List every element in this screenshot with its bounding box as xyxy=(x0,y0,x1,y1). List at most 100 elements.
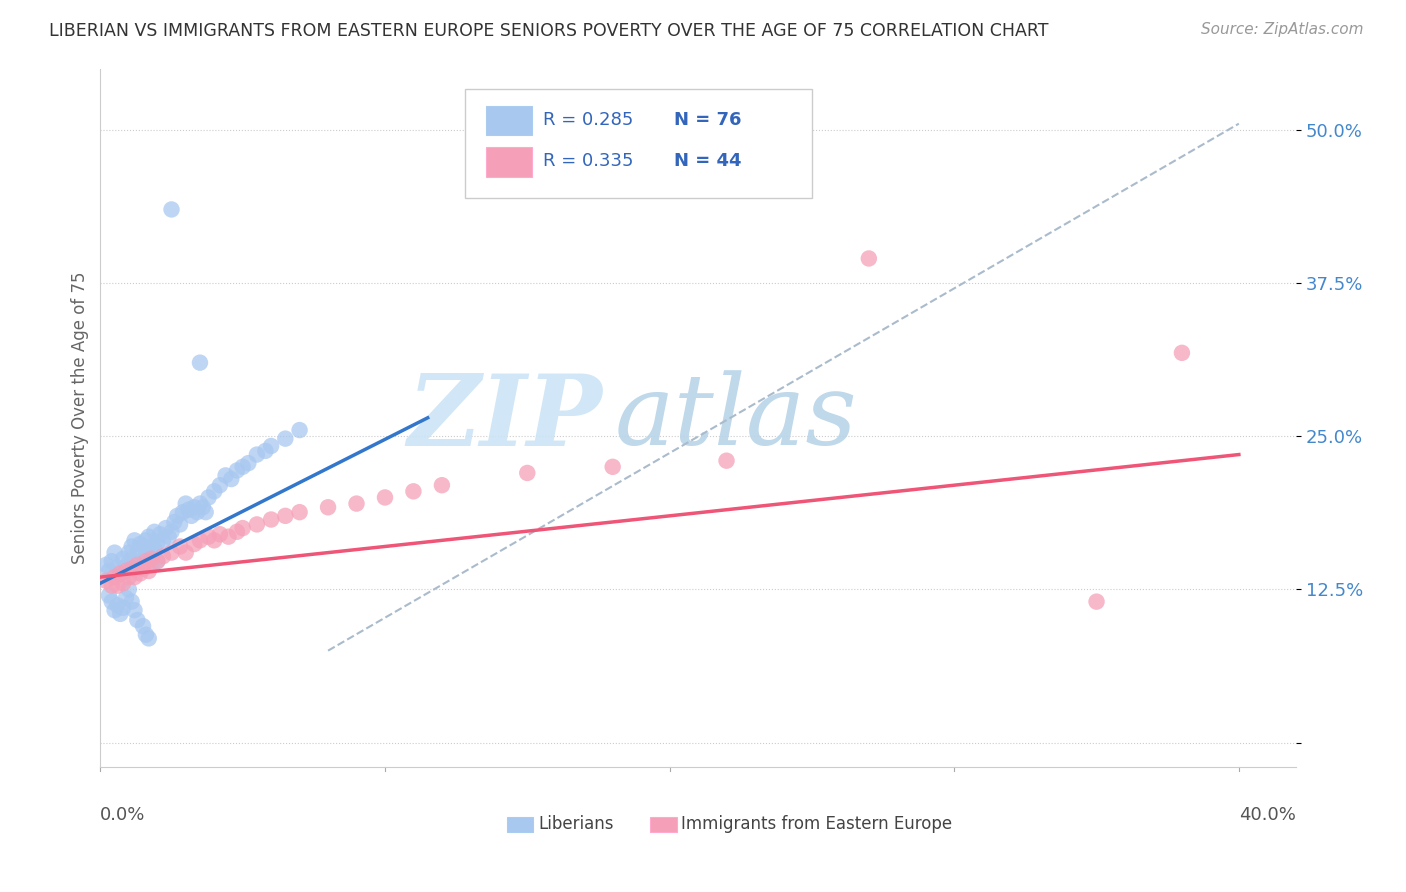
Point xyxy=(115,591,138,605)
Text: R = 0.285: R = 0.285 xyxy=(543,111,633,128)
Point xyxy=(288,423,311,437)
Point xyxy=(157,530,180,544)
Point xyxy=(124,570,146,584)
FancyBboxPatch shape xyxy=(465,89,811,198)
Point xyxy=(186,505,208,519)
Point xyxy=(217,530,239,544)
Point xyxy=(118,546,141,560)
Point xyxy=(166,508,188,523)
Point xyxy=(138,530,160,544)
Point xyxy=(129,566,152,581)
Point xyxy=(183,500,205,515)
Point xyxy=(107,579,129,593)
Point xyxy=(152,533,174,548)
Point xyxy=(127,558,149,572)
Point xyxy=(135,628,157,642)
Point xyxy=(208,527,231,541)
Point xyxy=(112,551,135,566)
Point xyxy=(124,603,146,617)
Point xyxy=(112,600,135,615)
Text: Immigrants from Eastern Europe: Immigrants from Eastern Europe xyxy=(682,815,952,833)
Point xyxy=(129,537,152,551)
Point xyxy=(402,484,425,499)
Point xyxy=(124,533,146,548)
Point xyxy=(127,558,149,572)
Text: 0.0%: 0.0% xyxy=(100,806,146,824)
Point xyxy=(238,456,260,470)
Point xyxy=(188,533,211,548)
Point xyxy=(374,491,396,505)
Point xyxy=(602,459,624,474)
Point xyxy=(197,530,219,544)
Point xyxy=(110,566,132,581)
Point xyxy=(260,439,283,453)
Point xyxy=(118,554,141,568)
Point xyxy=(129,554,152,568)
Point xyxy=(94,558,117,572)
Point xyxy=(194,505,217,519)
Point xyxy=(103,570,125,584)
Point xyxy=(197,491,219,505)
Point xyxy=(100,579,122,593)
Bar xyxy=(486,147,531,177)
Point xyxy=(155,521,177,535)
Point xyxy=(188,356,211,370)
Point xyxy=(232,521,254,535)
Text: atlas: atlas xyxy=(614,370,858,466)
Point xyxy=(121,540,143,554)
Text: N = 76: N = 76 xyxy=(673,111,741,128)
Point xyxy=(103,546,125,560)
Point xyxy=(132,551,155,566)
Text: R = 0.335: R = 0.335 xyxy=(543,153,633,170)
Point xyxy=(177,502,200,516)
Point xyxy=(132,619,155,633)
Point xyxy=(121,594,143,608)
Point xyxy=(254,443,277,458)
Point xyxy=(260,512,283,526)
Text: LIBERIAN VS IMMIGRANTS FROM EASTERN EUROPE SENIORS POVERTY OVER THE AGE OF 75 CO: LIBERIAN VS IMMIGRANTS FROM EASTERN EURO… xyxy=(49,22,1049,40)
Point xyxy=(274,508,297,523)
Bar xyxy=(486,105,531,135)
Point xyxy=(191,500,214,515)
Point xyxy=(127,613,149,627)
Point xyxy=(1171,346,1194,360)
Point xyxy=(135,554,157,568)
Point xyxy=(202,484,225,499)
Point xyxy=(346,497,368,511)
Point xyxy=(232,459,254,474)
Point xyxy=(226,463,249,477)
Point xyxy=(183,537,205,551)
Point xyxy=(107,599,129,613)
Point xyxy=(143,541,166,556)
Point xyxy=(100,554,122,568)
Y-axis label: Seniors Poverty Over the Age of 75: Seniors Poverty Over the Age of 75 xyxy=(72,271,89,564)
Text: Source: ZipAtlas.com: Source: ZipAtlas.com xyxy=(1201,22,1364,37)
Point xyxy=(132,561,155,575)
Text: N = 44: N = 44 xyxy=(673,153,741,170)
Bar xyxy=(650,817,676,832)
Point xyxy=(112,576,135,591)
Point xyxy=(115,564,138,578)
Point xyxy=(163,515,186,529)
Point xyxy=(103,603,125,617)
Point xyxy=(146,554,169,568)
Point xyxy=(160,524,183,539)
Point xyxy=(138,549,160,564)
Point xyxy=(288,505,311,519)
Bar xyxy=(506,817,533,832)
Point xyxy=(516,466,538,480)
Point xyxy=(169,540,191,554)
Point xyxy=(115,560,138,574)
Point xyxy=(149,527,172,541)
Point xyxy=(118,582,141,597)
Point xyxy=(110,566,132,581)
Text: Liberians: Liberians xyxy=(538,815,613,833)
Point xyxy=(146,554,169,568)
Point xyxy=(188,497,211,511)
Point xyxy=(110,607,132,621)
Point xyxy=(174,497,197,511)
Point xyxy=(274,432,297,446)
Point xyxy=(316,500,339,515)
Point xyxy=(127,546,149,560)
Point xyxy=(226,524,249,539)
